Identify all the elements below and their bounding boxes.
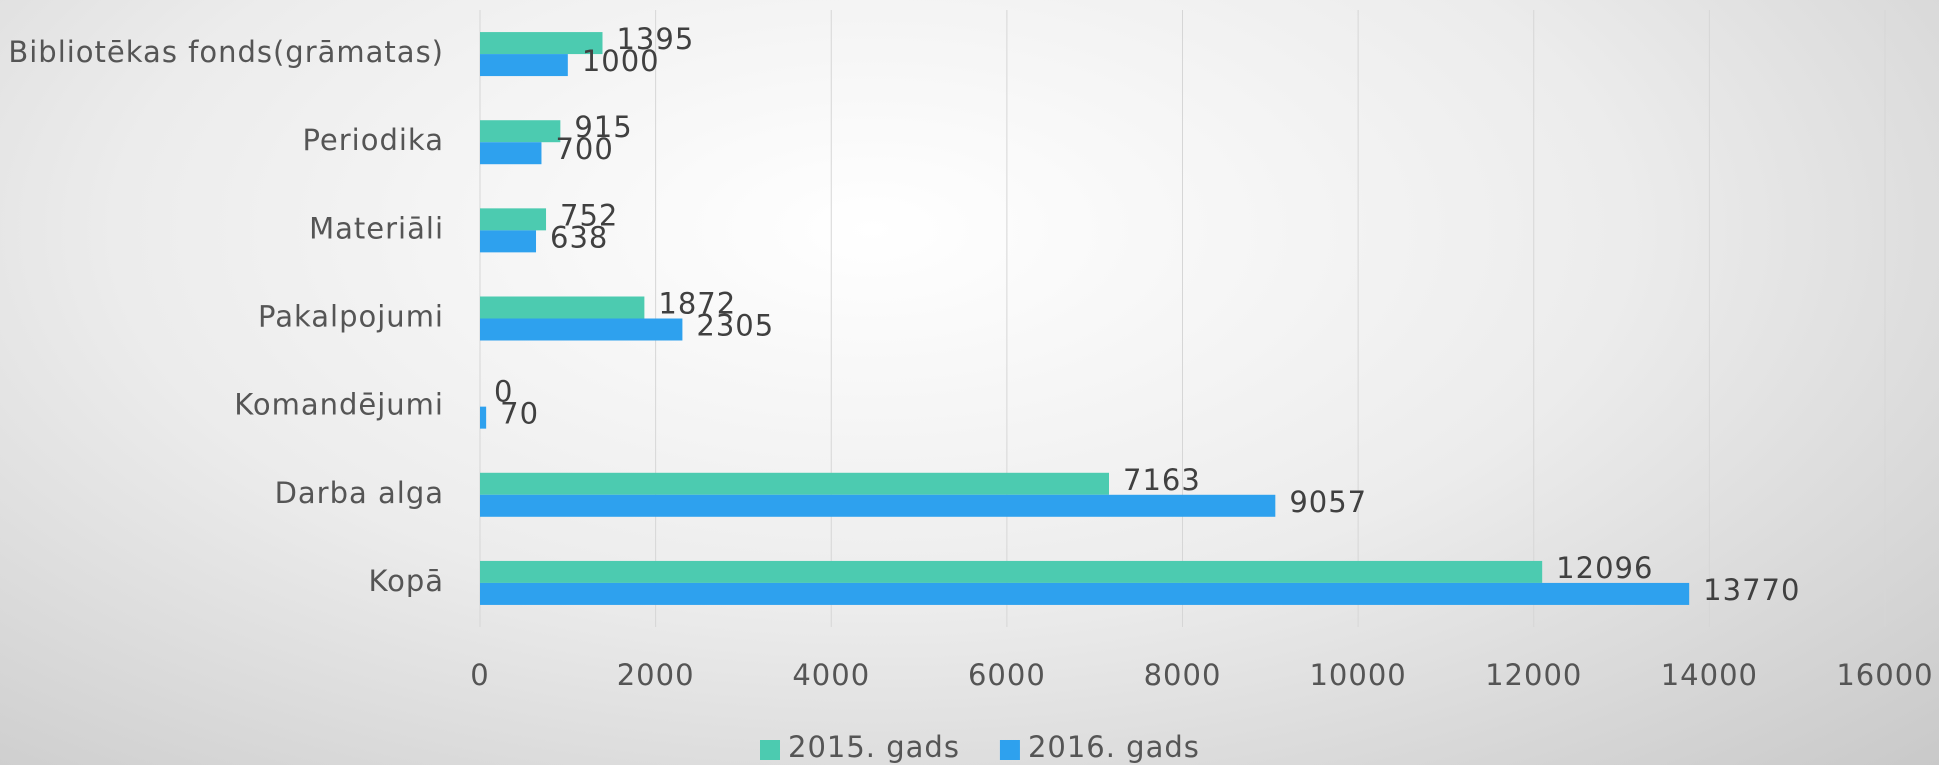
- data-label: 2305: [696, 309, 774, 343]
- legend-label: 2015. gads: [788, 730, 960, 764]
- data-label: 12096: [1556, 551, 1653, 585]
- y-tick-label: Kopā: [369, 564, 445, 598]
- bar: [480, 230, 536, 252]
- y-tick-label: Periodika: [302, 123, 444, 157]
- bar: [480, 297, 644, 319]
- data-label: 9057: [1289, 485, 1367, 519]
- bar: [480, 142, 541, 164]
- y-tick-label: Darba alga: [275, 476, 444, 510]
- bar: [480, 495, 1275, 517]
- y-tick-label: Pakalpojumi: [258, 300, 444, 334]
- data-label: 7163: [1123, 463, 1201, 497]
- bar: [480, 561, 1542, 583]
- y-tick-label: Bibliotēkas fonds(grāmatas): [8, 35, 444, 69]
- bar: [480, 407, 486, 429]
- data-label: 700: [555, 132, 613, 166]
- legend-swatch: [760, 740, 780, 760]
- data-label: 70: [500, 397, 539, 431]
- bar: [480, 319, 682, 341]
- legend-swatch: [1000, 740, 1020, 760]
- bar: [480, 473, 1109, 495]
- y-tick-label: Komandējumi: [234, 388, 444, 422]
- bar: [480, 120, 560, 142]
- x-tick-label: 16000: [1836, 658, 1933, 692]
- x-tick-label: 14000: [1661, 658, 1758, 692]
- x-tick-label: 8000: [1144, 658, 1222, 692]
- bar: [480, 583, 1689, 605]
- x-tick-label: 6000: [968, 658, 1046, 692]
- x-tick-label: 0: [470, 658, 489, 692]
- x-tick-label: 4000: [792, 658, 870, 692]
- data-label: 1000: [582, 44, 660, 78]
- chart: 0 2000 4000 6000 8000 10000 12000 14000 16000 Bib…: [0, 0, 1939, 765]
- data-label: 13770: [1703, 573, 1800, 607]
- x-tick-label: 2000: [617, 658, 695, 692]
- data-label: 638: [550, 220, 608, 254]
- x-tick-label: 10000: [1309, 658, 1406, 692]
- bar: [480, 54, 568, 76]
- x-tick-label: 12000: [1485, 658, 1582, 692]
- y-tick-label: Materiāli: [309, 211, 444, 245]
- legend-label: 2016. gads: [1028, 730, 1200, 764]
- bar: [480, 208, 546, 230]
